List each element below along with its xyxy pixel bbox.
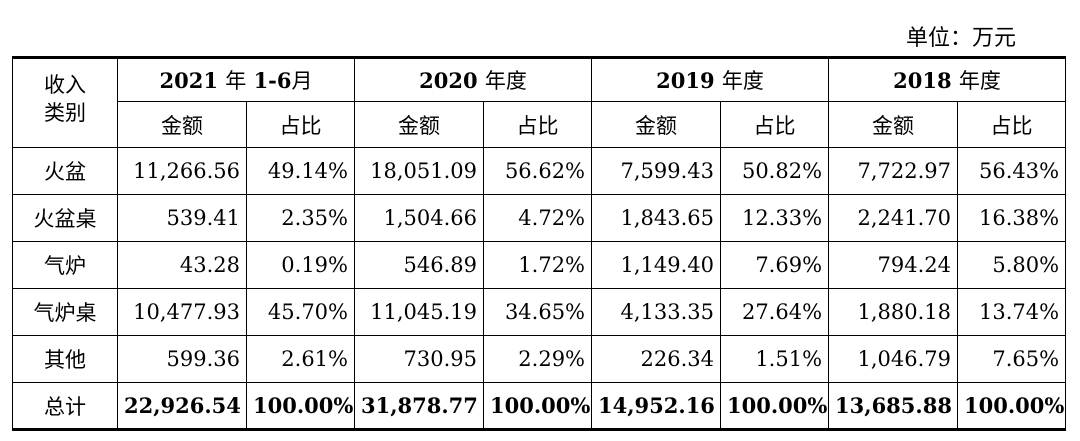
value-cell: 5.80%	[957, 241, 1067, 289]
total-value-cell: 13,685.88	[828, 382, 959, 430]
value-cell: 50.82%	[720, 147, 830, 195]
value-cell: 27.64%	[720, 288, 830, 336]
row-header-category: 收入 类别	[12, 57, 118, 148]
header-row-measures: 金额 占比 金额 占比 金额 占比 金额 占比	[13, 101, 1067, 148]
header-row-periods: 收入 类别 2021 年 1-6月 2020 年度 2019 年度 2018 年…	[12, 57, 1067, 148]
value-cell: 34.65%	[482, 288, 593, 336]
value-cell: 2.61%	[246, 335, 355, 383]
value-cell: 18,051.09	[354, 147, 484, 195]
value-cell: 13.74%	[957, 288, 1067, 336]
value-cell: 43.28	[117, 241, 247, 289]
period-header-2019: 2019 年度	[591, 57, 830, 102]
table-row: 气炉 43.28 0.19% 546.89 1.72% 1,149.40 7.6…	[12, 241, 1067, 289]
value-cell: 7,599.43	[591, 147, 722, 195]
value-cell: 11,266.56	[117, 147, 247, 195]
period-header-2018: 2018 年度	[828, 57, 1067, 102]
value-cell: 1,843.65	[591, 194, 722, 242]
ratio-header: 占比	[482, 101, 593, 148]
category-cell: 气炉	[12, 241, 118, 289]
value-cell: 49.14%	[246, 147, 355, 195]
category-cell: 其他	[12, 335, 118, 383]
category-cell: 气炉桌	[12, 288, 118, 336]
value-cell: 7,722.97	[828, 147, 959, 195]
value-cell: 1.51%	[720, 335, 830, 383]
unit-label: 单位：万元	[905, 26, 1016, 51]
value-cell: 12.33%	[720, 194, 830, 242]
total-row: 总计 22,926.54 100.00% 31,878.77 100.00% 1…	[12, 382, 1067, 430]
category-cell: 火盆桌	[12, 194, 118, 242]
ratio-header: 占比	[957, 101, 1067, 148]
value-cell: 10,477.93	[117, 288, 247, 336]
value-cell: 7.69%	[720, 241, 830, 289]
value-cell: 730.95	[354, 335, 484, 383]
period-header-2020: 2020 年度	[353, 57, 593, 102]
revenue-by-category-table: 收入 类别 2021 年 1-6月 2020 年度 2019 年度 2018 年…	[12, 56, 1067, 431]
value-cell: 56.43%	[957, 147, 1067, 195]
total-value-cell: 100.00%	[720, 382, 830, 430]
value-cell: 1,046.79	[828, 335, 959, 383]
value-cell: 546.89	[354, 241, 484, 289]
value-cell: 45.70%	[246, 288, 355, 336]
value-cell: 11,045.19	[354, 288, 484, 336]
total-label: 总计	[12, 382, 118, 430]
period-header-2021h1: 2021 年 1-6月	[117, 57, 355, 102]
total-value-cell: 31,878.77	[354, 382, 484, 430]
amount-header: 金额	[354, 101, 484, 148]
row-header-line1: 收入	[44, 73, 86, 97]
value-cell: 0.19%	[246, 241, 355, 289]
value-cell: 794.24	[828, 241, 959, 289]
ratio-header: 占比	[720, 101, 830, 148]
value-cell: 1,504.66	[354, 194, 484, 242]
table-row: 火盆 11,266.56 49.14% 18,051.09 56.62% 7,5…	[12, 147, 1067, 195]
total-value-cell: 100.00%	[957, 382, 1067, 430]
total-value-cell: 22,926.54	[117, 382, 247, 430]
value-cell: 226.34	[591, 335, 722, 383]
value-cell: 7.65%	[957, 335, 1067, 383]
value-cell: 2.35%	[246, 194, 355, 242]
value-cell: 1,149.40	[591, 241, 722, 289]
table-row: 其他 599.36 2.61% 730.95 2.29% 226.34 1.51…	[12, 335, 1067, 383]
table-row: 火盆桌 539.41 2.35% 1,504.66 4.72% 1,843.65…	[12, 194, 1067, 242]
value-cell: 599.36	[117, 335, 247, 383]
amount-header: 金额	[828, 101, 959, 148]
total-value-cell: 14,952.16	[591, 382, 722, 430]
table-row: 气炉桌 10,477.93 45.70% 11,045.19 34.65% 4,…	[12, 288, 1067, 336]
ratio-header: 占比	[246, 101, 355, 148]
value-cell: 539.41	[117, 194, 247, 242]
value-cell: 1.72%	[482, 241, 593, 289]
value-cell: 2,241.70	[828, 194, 959, 242]
amount-header: 金额	[117, 101, 247, 148]
row-header-line2: 类别	[44, 101, 86, 125]
value-cell: 4.72%	[482, 194, 593, 242]
total-value-cell: 100.00%	[246, 382, 355, 430]
amount-header: 金额	[591, 101, 722, 148]
value-cell: 16.38%	[957, 194, 1067, 242]
value-cell: 1,880.18	[828, 288, 959, 336]
total-value-cell: 100.00%	[482, 382, 593, 430]
value-cell: 2.29%	[482, 335, 593, 383]
category-cell: 火盆	[12, 147, 118, 195]
value-cell: 4,133.35	[591, 288, 722, 336]
value-cell: 56.62%	[482, 147, 593, 195]
